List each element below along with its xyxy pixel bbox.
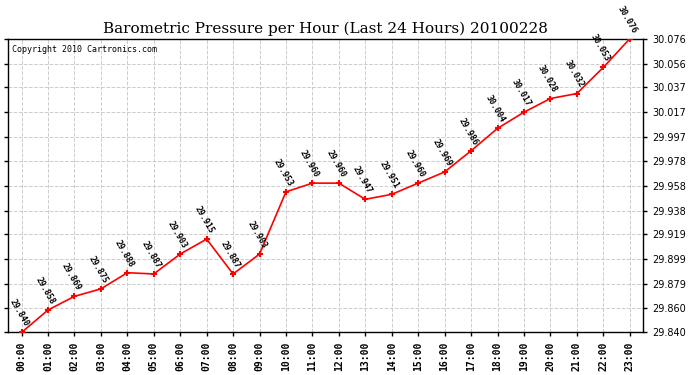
- Text: 30.028: 30.028: [536, 64, 559, 94]
- Text: 29.869: 29.869: [60, 262, 83, 292]
- Text: 29.960: 29.960: [298, 148, 321, 179]
- Text: 29.888: 29.888: [113, 238, 136, 268]
- Text: 30.004: 30.004: [483, 94, 506, 124]
- Text: 29.960: 29.960: [404, 148, 427, 179]
- Title: Barometric Pressure per Hour (Last 24 Hours) 20100228: Barometric Pressure per Hour (Last 24 Ho…: [104, 22, 548, 36]
- Text: 29.903: 29.903: [246, 219, 268, 250]
- Text: 30.053: 30.053: [589, 33, 612, 63]
- Text: 29.953: 29.953: [272, 157, 295, 188]
- Text: 29.951: 29.951: [377, 160, 400, 190]
- Text: 30.017: 30.017: [510, 78, 533, 108]
- Text: 29.875: 29.875: [87, 254, 110, 285]
- Text: 29.858: 29.858: [34, 275, 57, 306]
- Text: 29.840: 29.840: [8, 298, 30, 328]
- Text: 29.960: 29.960: [325, 148, 348, 179]
- Text: Copyright 2010 Cartronics.com: Copyright 2010 Cartronics.com: [12, 45, 157, 54]
- Text: 29.915: 29.915: [193, 204, 215, 235]
- Text: 29.947: 29.947: [351, 165, 374, 195]
- Text: 29.986: 29.986: [457, 116, 480, 147]
- Text: 29.887: 29.887: [139, 239, 162, 270]
- Text: 30.076: 30.076: [615, 4, 638, 34]
- Text: 29.887: 29.887: [219, 239, 241, 270]
- Text: 30.032: 30.032: [562, 59, 585, 89]
- Text: 29.903: 29.903: [166, 219, 189, 250]
- Text: 29.969: 29.969: [431, 137, 453, 168]
